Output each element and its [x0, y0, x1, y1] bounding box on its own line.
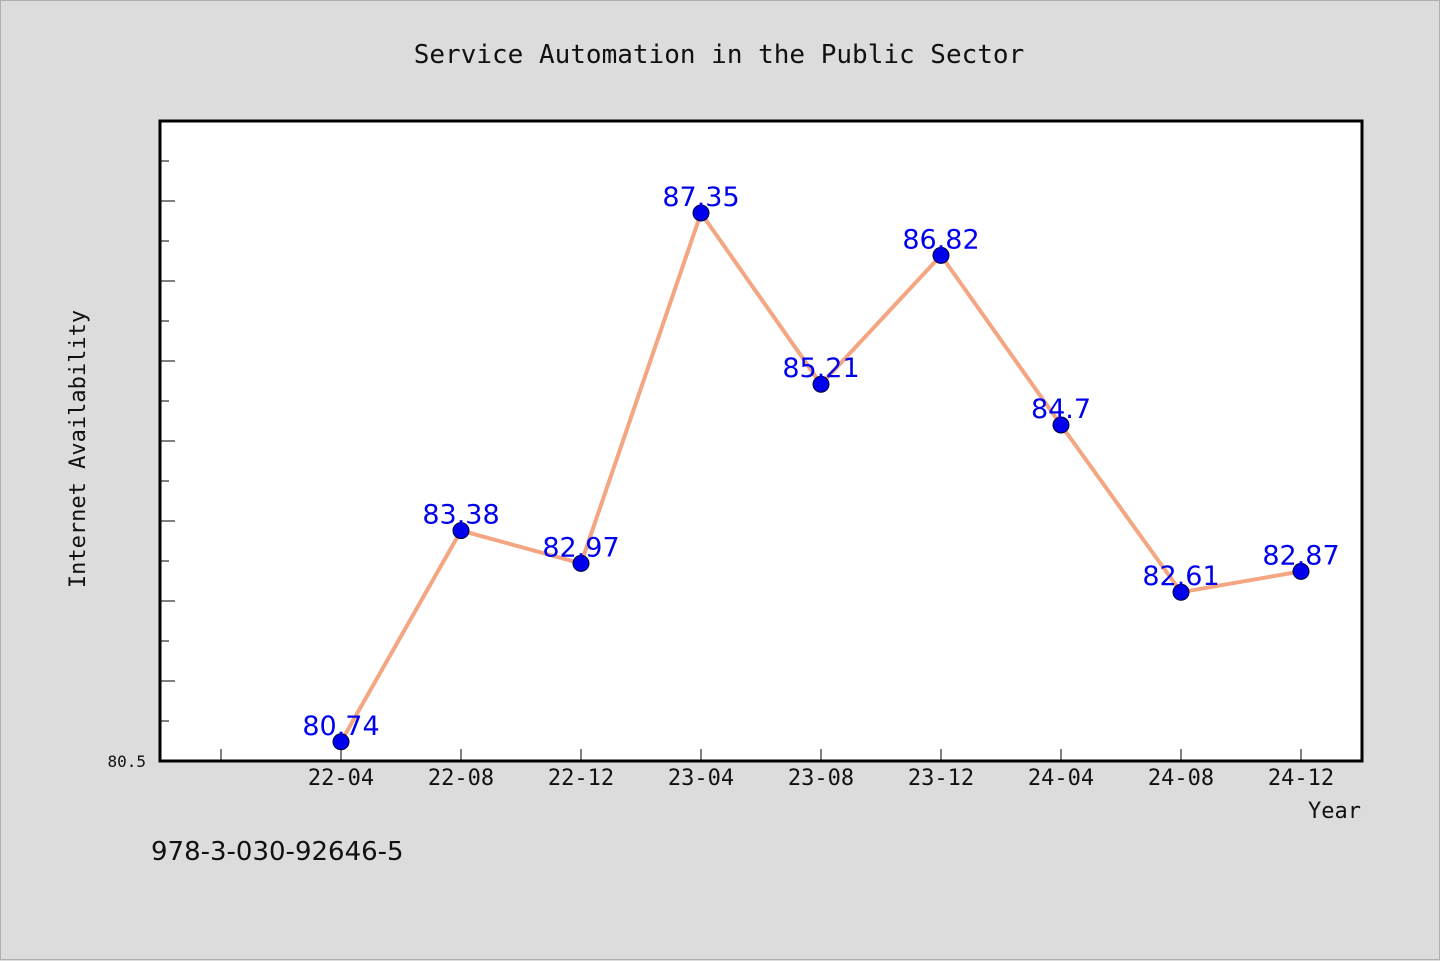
data-label: 82.87	[1262, 540, 1339, 571]
y-axis-label: Internet Availability	[66, 310, 91, 588]
y-axis-ticks	[161, 120, 175, 762]
data-label: 82.61	[1142, 561, 1219, 592]
data-point	[1052, 416, 1070, 434]
x-tick-label: 22-12	[548, 766, 614, 791]
x-axis-label: Year	[1308, 799, 1361, 824]
isbn-label: 978-3-030-92646-5	[151, 837, 404, 867]
data-point	[692, 204, 710, 222]
x-tick-label: 24-12	[1268, 766, 1334, 791]
data-point	[932, 246, 950, 264]
x-tick-label: 24-04	[1028, 766, 1094, 791]
plot-area	[158, 119, 1364, 763]
x-tick-label: 23-12	[908, 766, 974, 791]
data-label: 84.7	[1031, 394, 1091, 425]
series-group	[332, 204, 1310, 751]
x-tick-label: 22-08	[428, 766, 494, 791]
data-point	[452, 522, 470, 540]
y-tick-label: 80.5	[107, 752, 146, 771]
x-axis-ticks: 22-04 22-08 22-12 23-04 23-08 23-12 24-04 24-08…	[220, 749, 1334, 791]
chart-title: Service Automation in the Public Sector	[414, 40, 1024, 70]
data-label: 86.82	[902, 224, 979, 255]
data-point	[812, 375, 830, 393]
x-tick-label: 24-08	[1148, 766, 1214, 791]
data-label: 83.38	[422, 500, 499, 531]
data-point	[572, 554, 590, 572]
data-labels: 80.74 83.38 82.97 87.35 85.21 86.82 84.7 82.61 8…	[302, 182, 1339, 742]
data-point	[1292, 562, 1310, 580]
data-label: 82.97	[542, 532, 619, 563]
x-tick-label: 22-04	[308, 766, 374, 791]
x-tick-label: 23-08	[788, 766, 854, 791]
data-point	[332, 733, 350, 751]
data-point	[1172, 583, 1190, 601]
x-tick-label: 23-04	[668, 766, 734, 791]
data-label: 80.74	[302, 711, 379, 742]
data-label: 87.35	[662, 182, 739, 213]
data-label: 85.21	[782, 353, 859, 384]
